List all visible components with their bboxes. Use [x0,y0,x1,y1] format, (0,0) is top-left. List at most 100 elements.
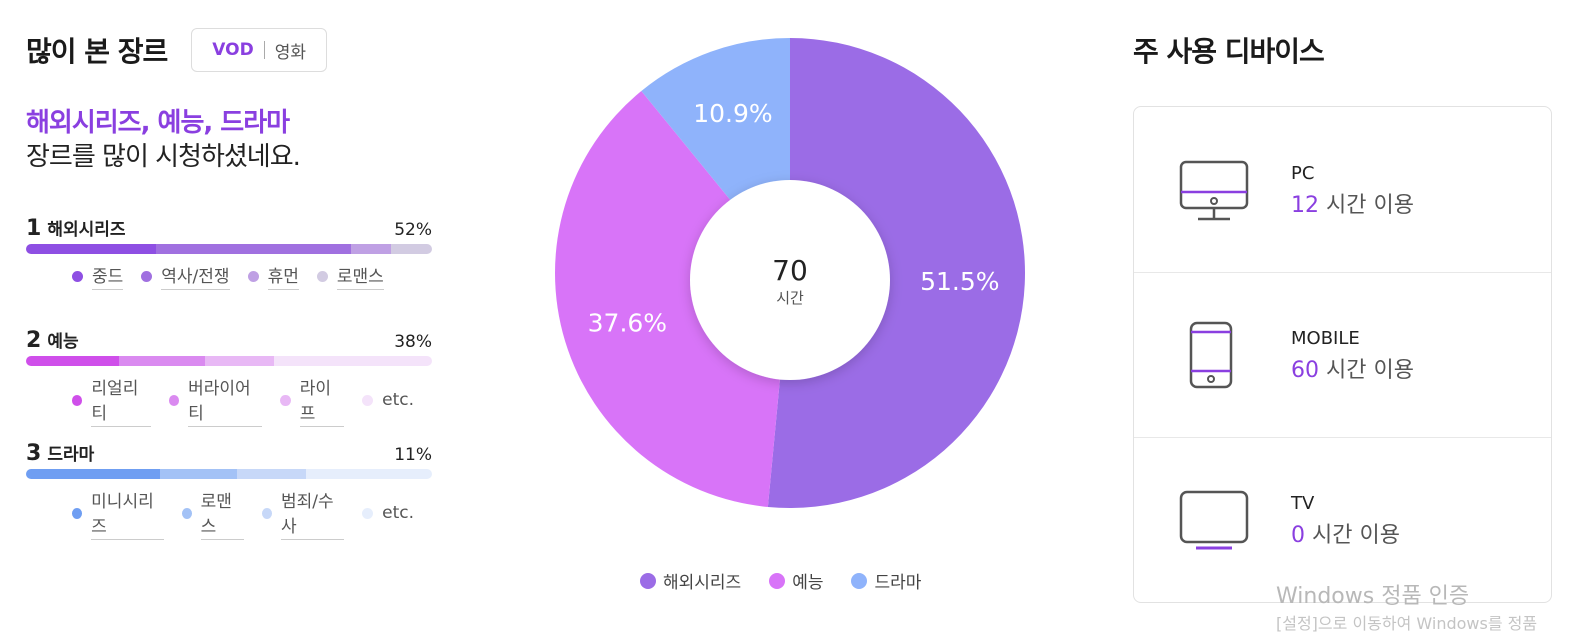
tv-icon [1179,490,1249,550]
subgenre-label: 범죄/수사 [281,487,345,540]
device-name: MOBILE [1291,328,1360,349]
bar-segment [391,244,432,254]
genre-item: 3 드라마 11% 미니시리즈 로맨스 범죄/수사 etc. [26,439,432,540]
genre-breakdown-bar [26,356,432,366]
subgenre-item[interactable]: 범죄/수사 [261,487,345,540]
subgenre-item[interactable]: 휴먼 [247,262,299,290]
slice-label: 51.5% [920,267,999,296]
subgenre-item[interactable]: 역사/전쟁 [141,262,230,290]
genre-percent: 52% [394,220,432,240]
subgenre-legend: 미니시리즈 로맨스 범죄/수사 etc. [26,487,432,540]
subgenre-dot-icon [247,270,259,282]
genre-donut-chart: 51.5% 37.6% 10.9% 70 시간 [555,38,1025,509]
windows-activation-hint: [설정]으로 이동하여 Windows를 정품 [1276,614,1538,633]
subgenre-dot-icon [316,270,328,282]
subgenre-dot-icon [261,508,273,519]
pie-slice[interactable] [767,38,1025,509]
toggle-movie[interactable]: 영화 [274,42,306,63]
subgenre-dot-icon [280,395,291,406]
genre-rank: 1 [26,216,42,241]
subgenre-dot-icon [181,508,192,519]
genre-item: 1 해외시리즈 52% 중드 역사/전쟁 휴먼 로맨스 [26,214,432,290]
device-usage-suffix: 시간 이용 [1312,523,1400,548]
subgenre-label: 리얼리티 [91,374,151,427]
genre-section: 많이 본 장르 VOD 영화 해외시리즈, 예능, 드라마 장르를 많이 시청하… [26,28,432,540]
subgenre-dot-icon [72,508,83,519]
center-unit: 시간 [776,289,804,307]
subgenre-legend: 중드 역사/전쟁 휴먼 로맨스 [26,262,432,290]
subgenre-item[interactable]: 중드 [72,262,124,290]
genre-rank: 2 [26,328,42,353]
subgenre-label: 라이프 [299,374,345,427]
summary-highlight: 해외시리즈, 예능, 드라마 [26,108,290,138]
genre-breakdown-bar [26,469,432,479]
bar-segment [26,469,160,479]
subgenre-label: 로맨스 [336,262,384,290]
genre-header: 3 드라마 11% [26,439,432,466]
device-name: PC [1291,163,1315,184]
device-hours: 0 [1291,523,1305,548]
device-usage: 12 시간 이용 [1291,187,1414,219]
genre-summary: 해외시리즈, 예능, 드라마 장르를 많이 시청하셨네요. [26,106,432,174]
legend-item[interactable]: 드라마 [851,568,921,593]
subgenre-item[interactable]: 로맨스 [181,487,244,540]
legend-item[interactable]: 해외시리즈 [640,568,741,593]
device-usage: 60 시간 이용 [1291,352,1414,384]
bar-segment [237,469,307,479]
device-name: TV [1291,493,1315,514]
genre-percent: 11% [394,445,432,465]
subgenre-item[interactable]: 로맨스 [316,262,384,290]
subgenre-legend: 리얼리티 버라이어티 라이프 etc. [26,374,432,427]
subgenre-label: 중드 [92,262,124,290]
device-hours: 60 [1291,358,1319,383]
subgenre-dot-icon [72,270,83,282]
device-row-mobile: MOBILE 60 시간 이용 [1134,272,1551,438]
subgenre-dot-icon [141,270,153,282]
subgenre-label: etc. [382,389,414,410]
genre-header: 1 해외시리즈 52% [26,214,432,241]
bar-segment [350,244,392,254]
device-row-pc: PC 12 시간 이용 [1134,107,1551,273]
chart-legend: 해외시리즈 예능 드라마 [640,568,949,593]
subgenre-dot-icon [362,395,374,406]
legend-item[interactable]: 예능 [769,568,823,593]
bar-segment [306,469,432,479]
toggle-vod[interactable]: VOD [212,40,254,60]
toggle-divider [263,41,265,59]
subgenre-item[interactable]: etc. [362,374,414,427]
windows-activation-watermark: Windows 정품 인증 [1276,584,1470,609]
smartphone-icon [1189,321,1233,389]
legend-dot-icon [640,572,656,589]
pie-slice[interactable] [555,90,790,507]
subgenre-label: etc. [382,502,414,523]
legend-dot-icon [851,572,868,589]
subgenre-label: 로맨스 [200,487,244,540]
legend-label: 예능 [792,573,824,593]
genre-name: 드라마 [47,445,95,465]
subgenre-item[interactable]: 미니시리즈 [72,487,164,540]
legend-dot-icon [769,572,786,589]
device-row-tv: TV 0 시간 이용 [1134,437,1551,602]
subgenre-label: 버라이어티 [188,374,263,427]
summary-rest: 장르를 많이 시청하셨네요. [26,142,301,172]
legend-label: 해외시리즈 [663,573,742,593]
subgenre-item[interactable]: etc. [362,487,414,540]
subgenre-dot-icon [362,508,374,519]
bar-segment [155,244,351,254]
genre-rank: 3 [26,441,42,466]
subgenre-item[interactable]: 라이프 [280,374,345,427]
legend-label: 드라마 [874,573,922,593]
subgenre-item[interactable]: 리얼리티 [72,374,151,427]
device-usage-suffix: 시간 이용 [1326,358,1414,383]
subgenre-dot-icon [72,395,83,406]
content-type-toggle[interactable]: VOD 영화 [191,28,327,72]
bar-segment [204,356,274,366]
bar-segment [119,356,205,366]
bar-segment [273,356,432,366]
bar-segment [26,244,156,254]
subgenre-label: 휴먼 [267,262,299,290]
donut-svg: 51.5% 37.6% 10.9% 70 시간 [555,38,1025,509]
subgenre-dot-icon [168,395,180,406]
bar-segment [159,469,238,479]
subgenre-item[interactable]: 버라이어티 [168,374,263,427]
